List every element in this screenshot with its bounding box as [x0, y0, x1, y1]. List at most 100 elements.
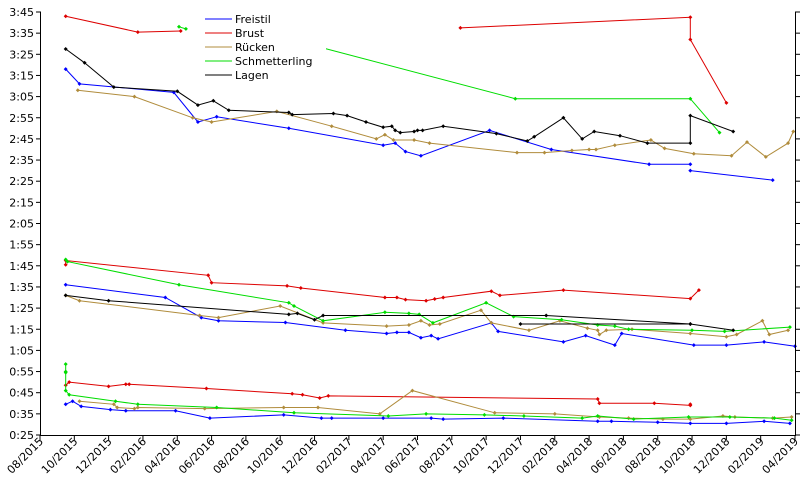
data-point: [77, 81, 82, 86]
y-tick-label: 1:55: [9, 239, 34, 252]
data-point: [67, 392, 72, 397]
data-point: [762, 419, 767, 424]
data-point: [326, 393, 331, 398]
data-point: [82, 60, 87, 65]
y-tick-label: 2:45: [9, 133, 34, 146]
data-point: [214, 114, 219, 119]
data-point: [63, 282, 68, 287]
data-point: [384, 331, 389, 336]
data-point: [67, 380, 72, 385]
series-lagen: [63, 47, 736, 333]
data-point: [436, 336, 441, 341]
x-tick-label: 04/2017: [348, 435, 390, 477]
x-tick-label: 10/2015: [39, 435, 81, 477]
data-point: [767, 332, 772, 337]
data-point: [479, 308, 483, 313]
data-point: [63, 67, 68, 72]
data-point: [386, 414, 391, 418]
data-point: [492, 410, 497, 415]
data-point: [374, 136, 379, 141]
x-tick-label: 08/2016: [211, 435, 253, 477]
data-point: [343, 328, 348, 333]
data-point: [787, 421, 792, 426]
data-point: [132, 94, 137, 99]
data-point: [77, 298, 82, 303]
data-point: [382, 310, 387, 315]
legend-label-brust: Brust: [235, 27, 265, 40]
x-tick-label: 02/2016: [108, 435, 150, 477]
data-point: [559, 317, 564, 322]
y-tick-label: 1:25: [9, 302, 34, 315]
data-point: [195, 120, 200, 124]
series-line-brust-1: [65, 15, 181, 33]
data-point: [329, 416, 334, 421]
data-point: [398, 130, 403, 135]
data-point: [724, 100, 729, 105]
data-point: [595, 419, 600, 424]
data-point: [286, 312, 291, 317]
data-point: [190, 115, 195, 120]
series-line-schmetterling-2: [322, 47, 720, 133]
data-point: [791, 129, 796, 134]
data-point: [772, 416, 777, 421]
data-point: [382, 295, 387, 300]
data-point: [216, 315, 221, 320]
x-tick-label: 10/2017: [451, 435, 493, 477]
data-point: [430, 320, 435, 325]
series-layer: [63, 14, 797, 426]
data-point: [729, 153, 734, 158]
data-point: [686, 415, 691, 419]
data-point: [696, 288, 701, 293]
legend-label-lagen: Lagen: [235, 69, 269, 82]
data-point: [583, 333, 588, 338]
data-point: [197, 313, 202, 318]
y-ticks: 0:25 0:35 0:45 0:55 1:05 1:15 1:25 1:35 1:45 1:55…: [9, 6, 800, 442]
data-point: [496, 329, 501, 334]
legend-background: [202, 10, 326, 86]
data-point: [763, 154, 768, 159]
data-point: [688, 141, 693, 146]
data-point: [631, 417, 636, 422]
y-tick-label: 2:55: [9, 112, 34, 125]
data-point: [135, 405, 140, 410]
data-point: [731, 328, 736, 333]
data-point: [580, 136, 585, 141]
y-tick-label: 0:35: [9, 408, 34, 421]
x-tick-label: 04/2016: [142, 435, 184, 477]
data-point: [432, 297, 437, 301]
data-point: [394, 330, 399, 335]
data-point: [429, 333, 434, 338]
data-point: [789, 415, 794, 419]
data-point: [645, 141, 650, 146]
data-point: [111, 85, 116, 90]
data-point: [393, 128, 398, 133]
data-point: [549, 147, 554, 152]
x-tick-label: 12/2017: [485, 435, 527, 477]
series-line-r-cken-2: [65, 294, 789, 338]
data-point: [406, 323, 411, 327]
series-line-lagen-1: [65, 48, 734, 144]
data-point: [745, 140, 749, 145]
data-point: [412, 138, 417, 142]
data-point: [789, 418, 794, 423]
data-point: [662, 146, 667, 151]
data-point: [127, 382, 132, 387]
data-point: [688, 402, 693, 407]
x-tick-label: 02/2017: [313, 435, 355, 477]
data-point: [786, 328, 791, 333]
data-point: [211, 98, 216, 103]
x-tick-label: 06/2016: [176, 435, 218, 477]
data-point: [648, 138, 653, 142]
data-point: [384, 324, 389, 329]
data-point: [688, 421, 693, 426]
data-point: [487, 128, 492, 133]
x-tick-label: 06/2017: [382, 435, 424, 477]
data-point: [727, 415, 732, 419]
x-tick-label: 06/2018: [588, 435, 630, 477]
data-point: [580, 416, 585, 421]
legend-label-schmetterling: Schmetterling: [235, 55, 312, 68]
data-point: [418, 318, 423, 323]
data-point: [688, 168, 693, 173]
data-point: [403, 149, 408, 154]
